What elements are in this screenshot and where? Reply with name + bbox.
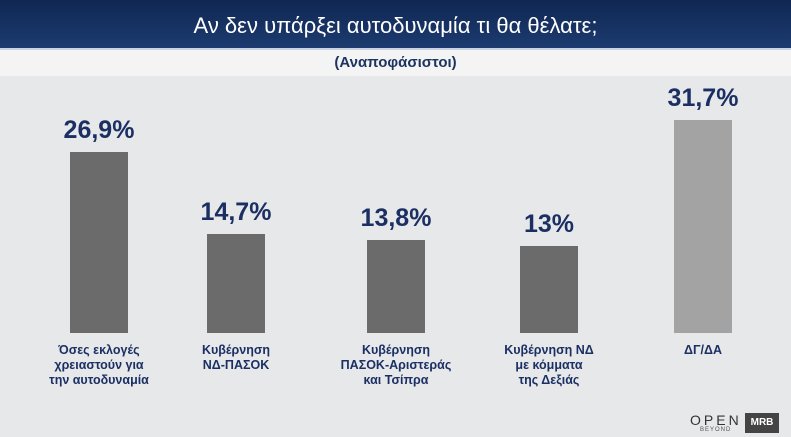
category-label: Κυβέρνηση ΝΔ-ΠΑΣΟΚ bbox=[201, 343, 271, 372]
category-label: ΔΓ/ΔΑ bbox=[684, 343, 722, 357]
value-label: 13,8% bbox=[360, 204, 432, 233]
value-label: 14,7% bbox=[200, 198, 272, 227]
channel-tagline: BEYOND bbox=[700, 427, 732, 433]
pollster-logo: MRB bbox=[745, 413, 779, 433]
bar bbox=[367, 240, 425, 333]
category-label: Κυβέρνηση ΠΑΣΟΚ-Αριστεράς και Τσίπρα bbox=[340, 343, 452, 387]
bar bbox=[674, 120, 732, 333]
bar bbox=[520, 245, 578, 333]
chart-title: Αν δεν υπάρξει αυτοδυναμία τι θα θέλατε; bbox=[193, 13, 598, 38]
value-label: 31,7% bbox=[667, 84, 739, 112]
category-label: Όσες εκλογές χρειαστούν για την αυτοδυνα… bbox=[49, 343, 149, 387]
bar bbox=[207, 234, 265, 333]
channel-logo: OPEN bbox=[690, 412, 742, 428]
value-label: 13% bbox=[523, 209, 575, 238]
bar bbox=[70, 152, 128, 333]
chart-subtitle: (Αναποφάσιστοι) bbox=[0, 50, 791, 76]
header-band: Αν δεν υπάρξει αυτοδυναμία τι θα θέλατε; bbox=[0, 0, 791, 50]
value-label: 26,9% bbox=[63, 116, 135, 145]
category-label: Κυβέρνηση ΝΔ με κόμματα της Δεξιάς bbox=[504, 343, 594, 387]
